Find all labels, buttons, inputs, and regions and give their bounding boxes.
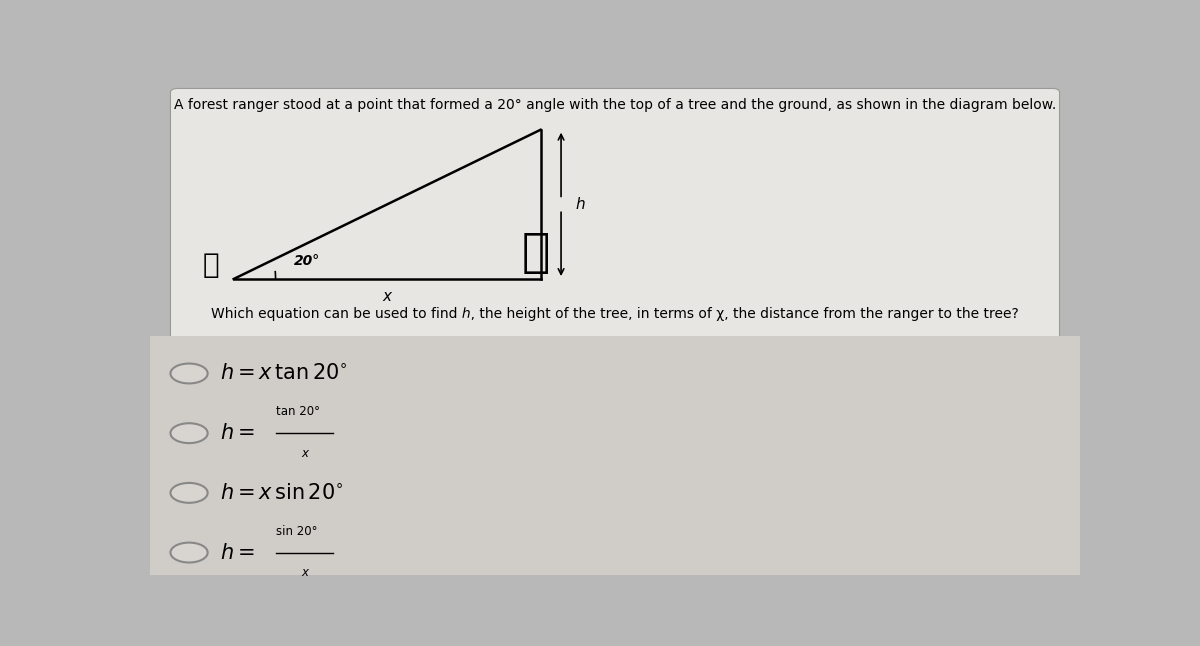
Text: tan 20°: tan 20° [276,405,320,418]
Text: $\mathit{h} = x\,\tan 20^{\circ}$: $\mathit{h} = x\,\tan 20^{\circ}$ [220,364,348,384]
Text: sin 20°: sin 20° [276,525,318,537]
Text: 🌲: 🌲 [522,231,550,276]
Circle shape [170,423,208,443]
Text: $\mathit{h} =$: $\mathit{h} =$ [220,543,254,563]
Text: x: x [301,567,308,579]
Text: 🚶: 🚶 [202,251,218,279]
Text: 20°: 20° [294,254,320,268]
Text: $\mathit{h} =$: $\mathit{h} =$ [220,423,254,443]
Text: Which equation can be used to find ℎ, the height of the tree, in terms of χ, the: Which equation can be used to find ℎ, th… [211,307,1019,321]
FancyBboxPatch shape [170,89,1060,340]
Circle shape [170,483,208,503]
Circle shape [170,364,208,384]
Text: $\mathit{h} = x\,\sin 20^{\circ}$: $\mathit{h} = x\,\sin 20^{\circ}$ [220,483,343,503]
Text: x: x [301,447,308,460]
Text: h: h [575,197,584,212]
Text: A forest ranger stood at a point that formed a 20° angle with the top of a tree : A forest ranger stood at a point that fo… [174,98,1056,112]
Text: x: x [383,289,391,304]
Bar [150,336,1080,575]
Circle shape [170,543,208,563]
